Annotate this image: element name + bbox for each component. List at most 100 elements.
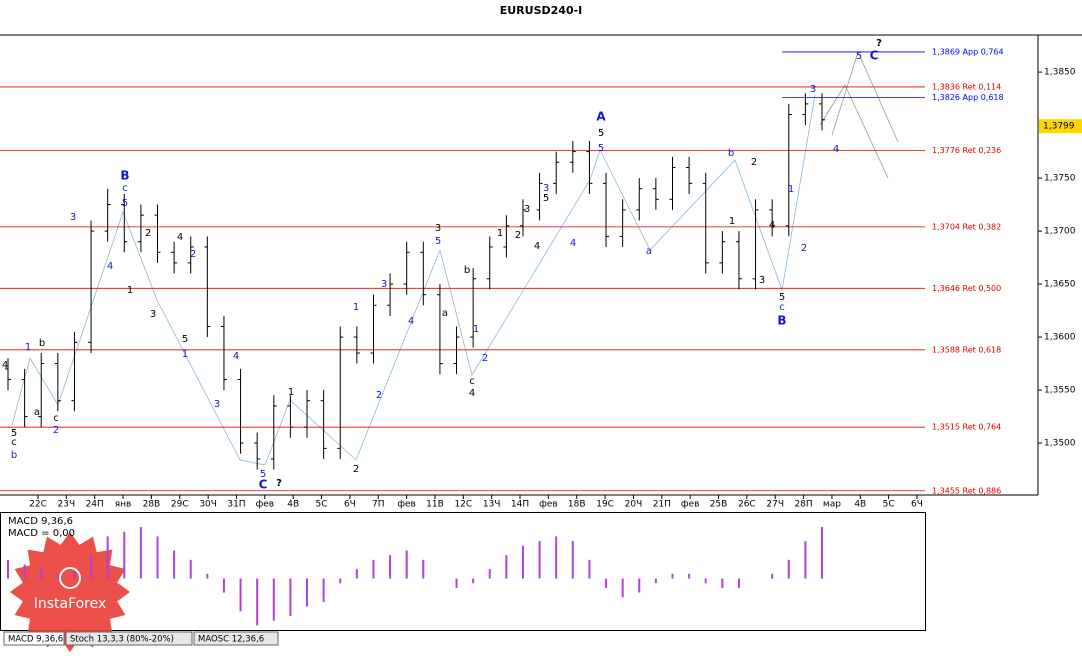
wave-label: 3	[435, 223, 441, 234]
x-tick-label: фев	[256, 500, 275, 510]
bar	[785, 103, 792, 237]
level-label: 1,3588 Ret 0,618	[932, 345, 1001, 354]
x-tick-label: 6Ч	[911, 500, 923, 510]
level-label: 1,3836 Ret 0,114	[932, 82, 1001, 91]
wave-label: a	[646, 246, 652, 257]
y-tick-label: 1,3650	[1044, 280, 1076, 290]
tab-label: MACD 9,36,6	[8, 635, 63, 645]
indicator-value: MACD = 0,00	[8, 528, 75, 539]
x-tick-label: янв	[115, 500, 132, 510]
wave-label: B	[120, 169, 129, 183]
bar	[187, 236, 194, 274]
bar	[436, 284, 443, 375]
x-tick-label: фев	[681, 500, 700, 510]
bar	[536, 172, 543, 221]
x-tick-label: 18В	[568, 500, 586, 510]
wave-label: 2	[353, 464, 359, 475]
bar	[370, 294, 377, 364]
bar	[254, 432, 261, 470]
x-tick-label: 27Ч	[766, 500, 784, 510]
wave-label: 5	[598, 128, 604, 139]
x-tick-label: 21П	[653, 500, 671, 510]
wave-label: 3	[543, 183, 549, 194]
bar	[171, 241, 178, 274]
wave-label: 4	[408, 316, 414, 327]
wave-label: 4	[233, 351, 239, 362]
last-price-label: 1,3799	[1043, 122, 1075, 132]
tab	[3, 631, 65, 646]
bar	[802, 93, 809, 126]
wave-label: 2	[482, 353, 488, 364]
tab-label: MAOSC 12,36,6	[198, 635, 264, 645]
level-label: 1,3704 Ret 0,382	[932, 222, 1001, 231]
wave-label: C	[870, 49, 879, 63]
logo-star	[10, 532, 130, 652]
bar	[220, 315, 227, 391]
wave-label: 4	[177, 232, 183, 243]
bar	[819, 93, 825, 131]
bar	[702, 172, 709, 274]
wave-label: b	[464, 265, 470, 276]
bar	[121, 193, 128, 253]
wave-label: B	[777, 314, 786, 328]
bar	[619, 199, 626, 247]
x-tick-label: 25В	[710, 500, 728, 510]
wave-label: 1	[497, 228, 503, 239]
indicator-name: MACD 9,36,6	[8, 516, 73, 527]
x-tick-label: 29С	[171, 500, 189, 510]
y-tick-label: 1,3600	[1044, 333, 1076, 343]
x-tick-label: 5С	[316, 500, 328, 510]
level-label: 1,3826 App 0,618	[932, 93, 1004, 102]
wave-label: 3	[214, 399, 220, 410]
bar	[470, 268, 477, 348]
indicator-panel	[0, 512, 926, 631]
wave-label: c	[11, 437, 17, 448]
wave-label: 1	[788, 184, 794, 195]
bar	[553, 151, 560, 194]
bar	[5, 358, 11, 391]
level-label: 1,3455 Ret 0,886	[932, 486, 1001, 495]
bar	[735, 231, 742, 290]
x-tick-label: 30Ч	[199, 500, 217, 510]
bar	[237, 368, 244, 454]
wave-label: b	[728, 148, 734, 159]
bar	[403, 241, 410, 295]
x-tick-label: 6Ч	[344, 500, 356, 510]
bar	[719, 231, 726, 274]
tab	[65, 631, 193, 646]
x-tick-label: 31П	[227, 500, 245, 510]
x-tick-label: 20Ч	[625, 500, 643, 510]
bar	[586, 140, 593, 194]
wave-label: 4	[833, 144, 839, 155]
x-tick-label: 4В	[287, 500, 299, 510]
wave-label: ?	[276, 478, 282, 489]
wave-label: 3	[150, 309, 156, 320]
y-tick-label: 1,3550	[1044, 386, 1076, 396]
x-tick-label: 11В	[426, 500, 444, 510]
x-tick-label: 23Ч	[58, 500, 76, 510]
wave-label: c	[779, 302, 785, 313]
wave-label: 1	[127, 285, 133, 296]
wave-label: 1	[729, 216, 735, 227]
wave-label: 1	[182, 349, 188, 360]
wave-label: 2	[801, 243, 807, 254]
x-tick-label: 12С	[454, 500, 472, 510]
wave-label: 4	[534, 241, 540, 252]
bar	[453, 326, 460, 375]
wave-label: 3	[524, 204, 530, 215]
wave-label: 3	[381, 279, 387, 290]
projection	[819, 51, 899, 179]
wave-label: 1	[25, 342, 31, 353]
wave-label: ?	[876, 38, 882, 49]
last-price-box	[1039, 119, 1082, 134]
level-label: 1,3869 App 0,764	[932, 47, 1004, 56]
level-label: 1,3776 Ret 0,236	[932, 146, 1001, 155]
wave-label: 4	[769, 220, 775, 231]
x-tick-label: 5С	[883, 500, 895, 510]
wave-label: 1	[288, 387, 294, 398]
x-tick-label: 7П	[372, 500, 385, 510]
bar	[652, 178, 659, 210]
wave-label: 4	[570, 238, 576, 249]
x-tick-label: 28В	[143, 500, 161, 510]
